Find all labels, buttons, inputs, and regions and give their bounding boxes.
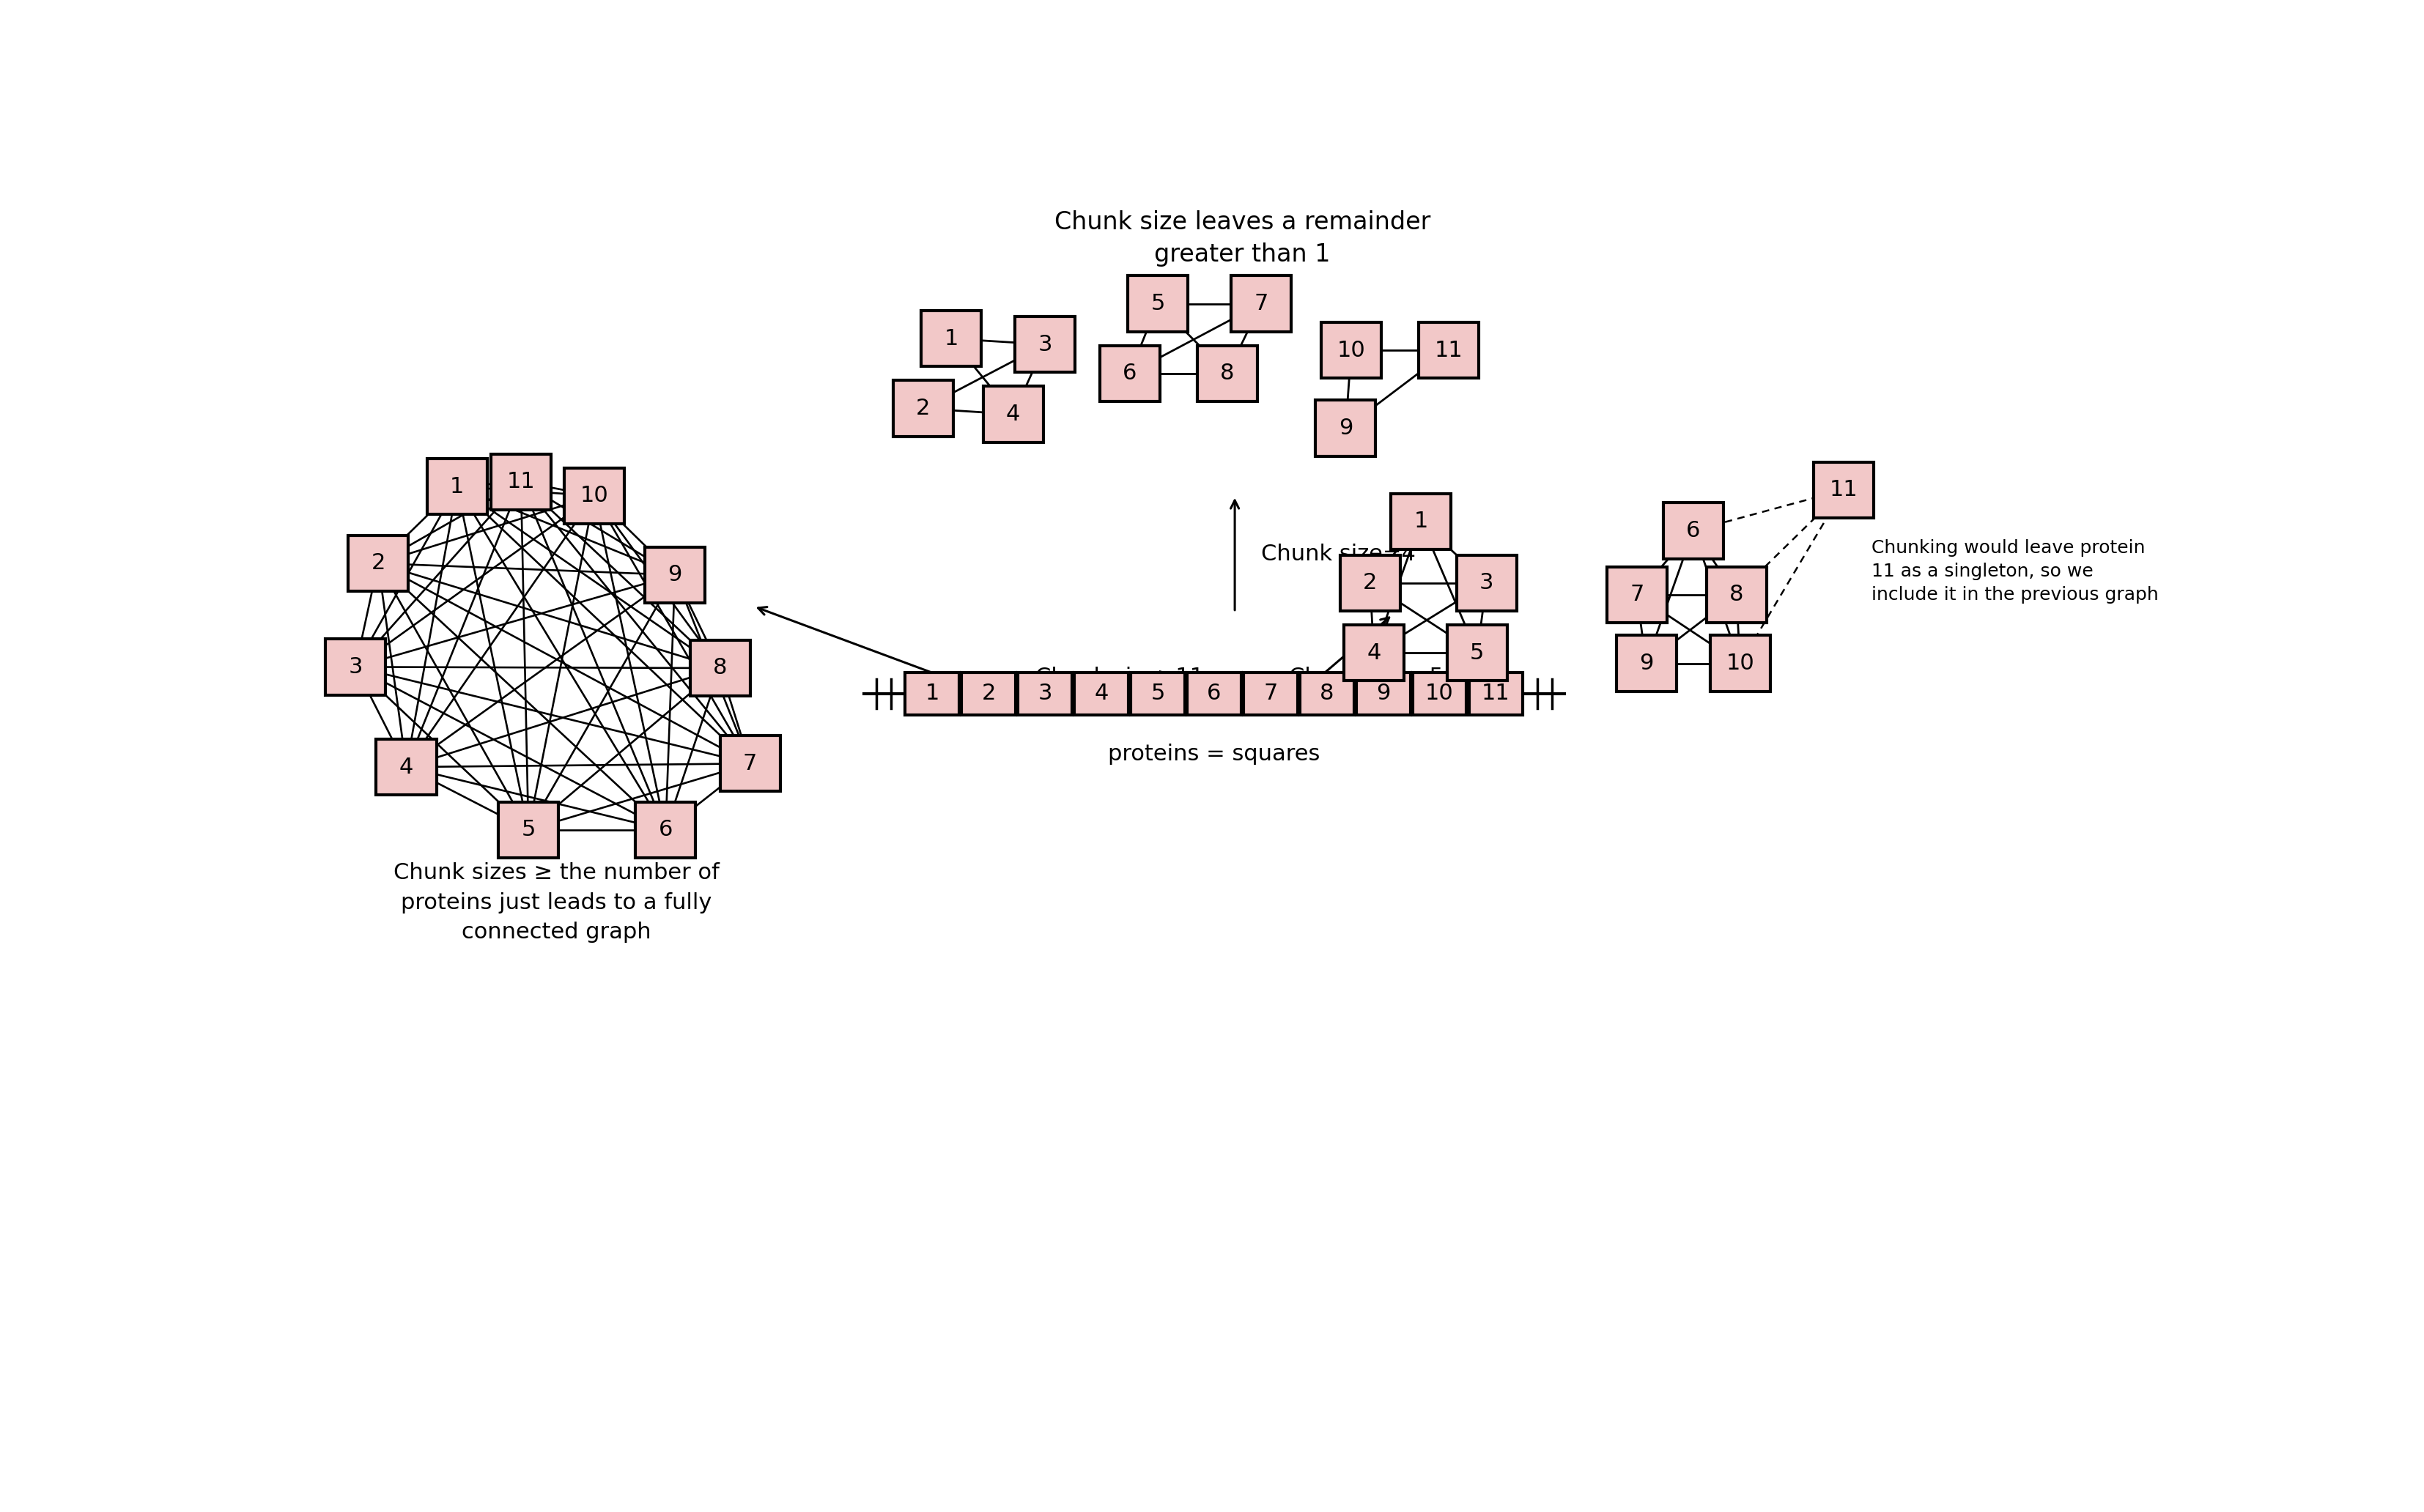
Text: proteins = squares: proteins = squares	[1108, 744, 1321, 765]
Text: 10: 10	[1425, 683, 1454, 705]
FancyBboxPatch shape	[635, 801, 696, 857]
FancyBboxPatch shape	[1340, 555, 1401, 611]
FancyBboxPatch shape	[1617, 635, 1677, 691]
Text: 6: 6	[1122, 363, 1137, 384]
Text: 5: 5	[521, 820, 536, 841]
FancyBboxPatch shape	[1355, 673, 1411, 715]
FancyBboxPatch shape	[691, 640, 749, 696]
Text: 6: 6	[1207, 683, 1222, 705]
Text: 4: 4	[1006, 404, 1021, 425]
Text: Chunk size≥11: Chunk size≥11	[1035, 667, 1205, 688]
FancyBboxPatch shape	[1018, 673, 1071, 715]
Text: 10: 10	[1726, 653, 1755, 674]
FancyBboxPatch shape	[1188, 673, 1241, 715]
Text: 11: 11	[1435, 340, 1464, 361]
Text: 2: 2	[371, 553, 385, 575]
Text: 1: 1	[943, 328, 957, 349]
FancyBboxPatch shape	[1413, 673, 1467, 715]
Text: 3: 3	[1037, 334, 1052, 355]
FancyBboxPatch shape	[1130, 673, 1185, 715]
FancyBboxPatch shape	[1418, 322, 1479, 378]
Text: 9: 9	[669, 564, 681, 585]
FancyBboxPatch shape	[427, 458, 487, 514]
Text: 9: 9	[1639, 653, 1653, 674]
Text: 9: 9	[1338, 417, 1353, 438]
FancyBboxPatch shape	[904, 673, 960, 715]
FancyBboxPatch shape	[325, 640, 385, 696]
Text: 8: 8	[1728, 584, 1743, 605]
Text: 7: 7	[1263, 683, 1277, 705]
Text: 8: 8	[1219, 363, 1234, 384]
FancyBboxPatch shape	[1469, 673, 1522, 715]
Text: 9: 9	[1377, 683, 1391, 705]
FancyBboxPatch shape	[1706, 567, 1767, 623]
Text: 3: 3	[1479, 573, 1493, 594]
Text: Chunk size leaves a remainder
greater than 1: Chunk size leaves a remainder greater th…	[1054, 210, 1430, 266]
Text: 7: 7	[1253, 293, 1268, 314]
Text: 4: 4	[1367, 643, 1382, 664]
FancyBboxPatch shape	[1127, 275, 1188, 331]
Text: 7: 7	[1629, 584, 1643, 605]
Text: 11: 11	[507, 472, 536, 493]
Text: 2: 2	[982, 683, 996, 705]
FancyBboxPatch shape	[1709, 635, 1770, 691]
FancyBboxPatch shape	[1074, 673, 1130, 715]
Text: 6: 6	[659, 820, 674, 841]
Text: 1: 1	[451, 476, 463, 497]
Text: 5: 5	[1469, 643, 1483, 664]
Text: 1: 1	[926, 683, 941, 705]
Text: 7: 7	[744, 753, 756, 774]
Text: 5: 5	[1151, 683, 1166, 705]
Text: 3: 3	[1037, 683, 1052, 705]
FancyBboxPatch shape	[1299, 673, 1355, 715]
FancyBboxPatch shape	[645, 547, 705, 603]
Text: 2: 2	[1362, 573, 1377, 594]
FancyBboxPatch shape	[565, 467, 625, 523]
Text: 2: 2	[916, 398, 931, 419]
FancyBboxPatch shape	[490, 454, 550, 510]
Text: Chunk size=5: Chunk size=5	[1290, 667, 1445, 688]
FancyBboxPatch shape	[1391, 493, 1452, 549]
FancyBboxPatch shape	[1100, 346, 1159, 402]
FancyBboxPatch shape	[349, 535, 407, 591]
Text: 10: 10	[579, 485, 608, 507]
FancyBboxPatch shape	[984, 387, 1042, 442]
Text: 4: 4	[400, 756, 415, 777]
FancyBboxPatch shape	[1343, 624, 1403, 680]
FancyBboxPatch shape	[1607, 567, 1668, 623]
FancyBboxPatch shape	[1244, 673, 1297, 715]
FancyBboxPatch shape	[376, 739, 436, 795]
FancyBboxPatch shape	[1197, 346, 1258, 402]
Text: 6: 6	[1687, 520, 1699, 541]
FancyBboxPatch shape	[1231, 275, 1292, 331]
FancyBboxPatch shape	[921, 310, 982, 366]
FancyBboxPatch shape	[499, 801, 558, 857]
Text: 8: 8	[1319, 683, 1333, 705]
FancyBboxPatch shape	[1447, 624, 1508, 680]
FancyBboxPatch shape	[1813, 463, 1874, 519]
FancyBboxPatch shape	[1663, 503, 1723, 558]
Text: 11: 11	[1481, 683, 1510, 705]
FancyBboxPatch shape	[892, 381, 953, 437]
FancyBboxPatch shape	[1321, 322, 1382, 378]
Text: 4: 4	[1093, 683, 1108, 705]
Text: 5: 5	[1151, 293, 1166, 314]
Text: 11: 11	[1830, 479, 1857, 500]
Text: Chunking would leave protein
11 as a singleton, so we
include it in the previous: Chunking would leave protein 11 as a sin…	[1871, 540, 2160, 603]
FancyBboxPatch shape	[1457, 555, 1517, 611]
Text: 3: 3	[349, 656, 364, 677]
Text: Chunk sizes ≥ the number of
proteins just leads to a fully
connected graph: Chunk sizes ≥ the number of proteins jus…	[393, 862, 720, 943]
Text: 1: 1	[1413, 511, 1428, 532]
FancyBboxPatch shape	[1316, 401, 1377, 457]
Text: Chunk size=4: Chunk size=4	[1260, 543, 1416, 564]
FancyBboxPatch shape	[720, 736, 781, 791]
Text: 10: 10	[1338, 340, 1365, 361]
FancyBboxPatch shape	[962, 673, 1016, 715]
FancyBboxPatch shape	[1016, 316, 1076, 372]
Text: 8: 8	[713, 658, 727, 679]
